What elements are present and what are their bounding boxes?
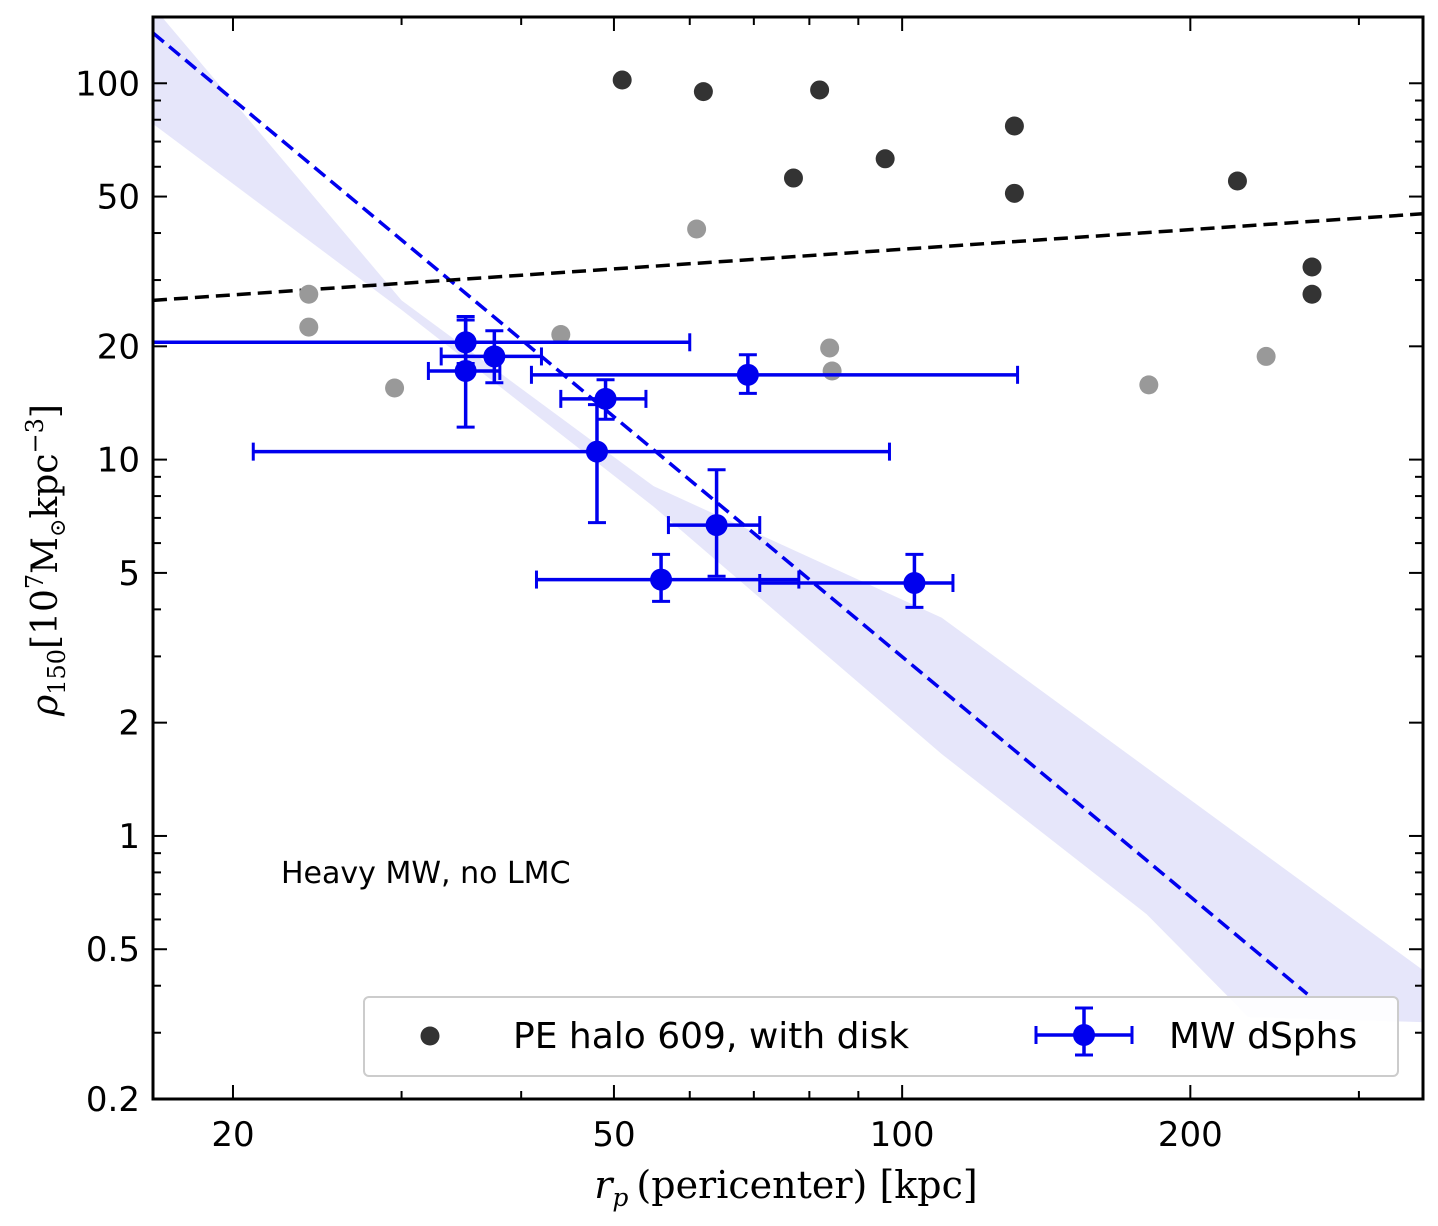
dsph-point <box>585 440 608 463</box>
dsph-errorbar <box>529 353 1020 395</box>
y-tick-label: 50 <box>97 178 140 218</box>
axes-frame-layer <box>151 15 1425 1101</box>
plot-frame <box>151 15 1425 1101</box>
halo-point <box>810 80 830 100</box>
dsph-errorbar <box>251 403 891 525</box>
y-tick-label: 100 <box>75 64 140 104</box>
dsph-errorbar <box>426 315 502 429</box>
legend: PE halo 609, with disk MW dSphs <box>363 996 1399 1077</box>
grey-point <box>687 219 707 239</box>
y-tick-label: 0.5 <box>86 930 140 970</box>
y-axis-power: 7 <box>21 574 49 589</box>
halo-point <box>1302 284 1322 304</box>
annotation-text: Heavy MW, no LMC <box>281 856 571 891</box>
halo-point <box>875 149 895 169</box>
legend-dsph-marker <box>1073 1024 1095 1046</box>
dsph-errorbar <box>534 552 801 603</box>
dsph-point <box>454 359 477 382</box>
x-axis-subscript: p <box>612 1183 628 1212</box>
y-tick-label: 2 <box>118 704 140 744</box>
grey-point <box>299 284 319 304</box>
grey-point <box>822 361 842 381</box>
grey-point <box>1139 375 1159 395</box>
dsph-point <box>705 514 728 537</box>
x-tick-label: 100 <box>870 1115 935 1155</box>
dsph-errorbar <box>758 552 955 609</box>
grey-point <box>820 338 840 358</box>
halo-point <box>1227 171 1247 191</box>
dsph-errorbar <box>153 318 692 366</box>
x-axis-rest: (pericenter) [kpc] <box>636 1163 977 1207</box>
dsph-errorbar <box>559 378 648 421</box>
grey-point <box>385 378 405 398</box>
dsph-errorbar <box>439 329 543 385</box>
halo-point <box>612 70 632 90</box>
y-axis-unit-tail: kpc <box>25 453 66 518</box>
y-tick-label: 0.2 <box>86 1080 140 1120</box>
legend-box <box>363 996 1399 1077</box>
dsph-point <box>483 345 506 368</box>
dsph-point <box>650 568 673 591</box>
halo-point <box>1302 257 1322 277</box>
confidence-band <box>153 17 1423 1023</box>
black-fit-line <box>153 212 1423 303</box>
y-axis-bracket-close: ] <box>25 404 66 418</box>
x-axis-label: rp (pericenter) [kpc] <box>594 1163 978 1212</box>
y-axis-bracket-open: [10 <box>25 589 66 649</box>
y-tick-label: 20 <box>97 327 140 367</box>
y-axis-unit-mid: M <box>25 537 66 574</box>
fit-lines-layer <box>153 31 1423 996</box>
dsph-point <box>736 363 759 386</box>
x-axis-symbol: r <box>594 1163 615 1207</box>
grey-point <box>299 317 319 337</box>
x-tick-label: 20 <box>211 1115 254 1155</box>
legend-halo-marker <box>420 1026 440 1046</box>
y-axis-symbol: ρ <box>25 695 66 717</box>
halo-point <box>1004 183 1024 203</box>
legend-halo-label: PE halo 609, with disk <box>513 1016 909 1057</box>
y-tick-label: 10 <box>97 441 140 481</box>
halo-point <box>783 168 803 188</box>
y-axis-label: ρ150[107M⊙kpc−3] <box>21 404 71 717</box>
x-tick-label: 50 <box>592 1115 635 1155</box>
confidence-band-layer <box>153 17 1423 1023</box>
ticks-layer: 20 50 100 200 0.2 0.5 1 2 5 10 20 50 100 <box>75 17 1423 1155</box>
legend-dsph-label: MW dSphs <box>1169 1016 1357 1057</box>
grey-point <box>1256 346 1276 366</box>
y-axis-subscript: 150 <box>43 649 71 695</box>
blue-fit-line <box>153 31 1309 996</box>
dsph-point <box>903 572 926 595</box>
halo-point <box>1004 116 1024 136</box>
y-axis-sun: ⊙ <box>46 519 71 537</box>
x-tick-label: 200 <box>1158 1115 1223 1155</box>
grey-point <box>551 325 571 345</box>
y-axis-neg-power: −3 <box>21 418 49 453</box>
dsph-errorbar <box>666 468 762 578</box>
y-tick-label: 1 <box>118 817 140 857</box>
data-points-layer <box>153 70 1322 609</box>
y-tick-label: 5 <box>118 554 140 594</box>
halo-point <box>693 82 713 102</box>
